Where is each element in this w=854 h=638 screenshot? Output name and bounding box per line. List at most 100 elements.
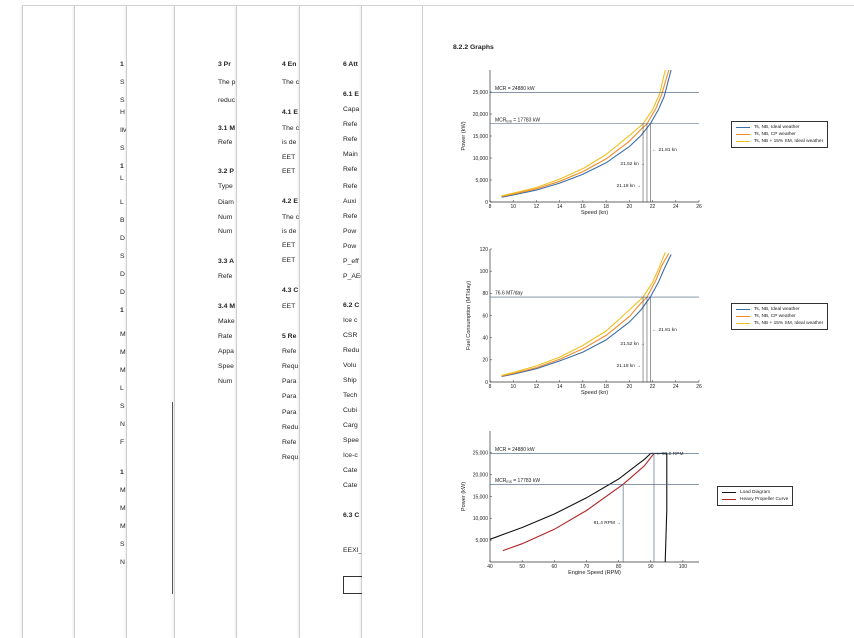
page-text-fragment: Cate — [343, 482, 358, 489]
page-text-fragment: The p — [218, 79, 236, 86]
page-text-fragment: EET — [282, 154, 296, 161]
page-text-fragment: 1 — [120, 61, 124, 68]
page-text-fragment: Appa — [218, 348, 234, 355]
page-text-fragment: M — [120, 523, 126, 530]
page-text-fragment: D — [120, 235, 125, 242]
legend-load-diagram: Load Diagram Heavy Propeller Curve — [717, 486, 794, 506]
page-text-fragment: Ice-c — [343, 452, 358, 459]
page-text-fragment: S — [120, 403, 125, 410]
page-text-fragment: 3 Pr — [218, 61, 231, 68]
page-text-fragment: is de — [282, 228, 297, 235]
page-text-fragment: EEXI_ref — [343, 547, 362, 554]
page-text-fragment: L — [120, 199, 124, 206]
page-text-fragment: 6.1 E — [343, 91, 359, 98]
page-text-fragment: Main — [343, 151, 358, 158]
page-text-fragment: Refe — [343, 121, 358, 128]
page-text-fragment: S — [120, 145, 125, 152]
page-text-fragment: M — [120, 331, 126, 338]
page-text-fragment: Pow — [343, 228, 357, 235]
page-text-fragment: N — [120, 421, 125, 428]
page-text-fragment: M — [120, 349, 126, 356]
page-text-fragment: Refe — [218, 139, 233, 146]
page-text-fragment: 4.1 E — [282, 109, 298, 116]
page-text-fragment: Refe — [343, 183, 358, 190]
page-text-fragment: M — [120, 487, 126, 494]
page-text-fragment: 3.4 M — [218, 303, 235, 310]
page-pane-5[interactable]: 6 Att 6.1 E Capa Refe Refe Main Refe Refe Auxi Re… — [299, 6, 362, 638]
page-text-fragment: is de — [282, 139, 297, 146]
legend-entry: Ts, NB, Ideal weather — [736, 124, 823, 131]
page-text-fragment: Redu — [343, 347, 360, 354]
page-text-fragment: Carg — [343, 422, 358, 429]
page-text-fragment: 1 — [120, 307, 124, 314]
legend-swatch — [722, 498, 736, 501]
page-pane-1[interactable]: 1 S S H IM S 1 L L B D S D D 1 M M M L S N F 1 M M M S N — [74, 6, 127, 638]
legend-entry: Heavy Propeller Curve — [722, 496, 788, 503]
page-text-fragment: Spee — [343, 437, 359, 444]
page-text-fragment: CSR — [343, 332, 358, 339]
page-text-fragment: 3.2 P — [218, 168, 234, 175]
page-text-fragment: Refe — [282, 348, 297, 355]
page-text-fragment: EET — [282, 257, 296, 264]
legend-entry: Ts, NB + 15% SM, Ideal weather — [736, 138, 823, 145]
legend-label: Load Diagram — [740, 490, 771, 495]
page-text-fragment: Num — [218, 214, 233, 221]
legend-swatch — [736, 315, 750, 318]
legend-label: Ts, NB + 15% SM, Ideal weather — [754, 139, 824, 144]
page-text-fragment: EET — [282, 242, 296, 249]
page-text-fragment: L — [120, 385, 124, 392]
page-pane-4[interactable]: 4 En The c 4.1 E The c is de EET EET 4.2 E The c… — [236, 6, 300, 638]
page-text-fragment: Redu — [282, 424, 299, 431]
page-pane-3[interactable]: 3 Pr The p reduc 3.1 M Refe 3.2 P Type Diam Num N… — [174, 6, 237, 638]
page-text-fragment: Cate — [343, 467, 358, 474]
page-text-fragment: 6 Att — [343, 61, 358, 68]
page-text-fragment: Rate — [218, 333, 233, 340]
legend-label: Ts, NB, CP weather — [754, 132, 796, 137]
page-text-fragment: Refe — [343, 166, 358, 173]
legend-label: Ts, NB, Ideal weather — [754, 125, 800, 130]
legend-swatch — [736, 126, 750, 129]
page-text-fragment: Para — [282, 378, 297, 385]
page-text-fragment: 1 — [120, 469, 124, 476]
page-text-fragment: Spee — [218, 363, 234, 370]
legend-label: Ts, NB, Ideal weather — [754, 307, 800, 312]
top-border — [22, 5, 854, 6]
page-text-fragment: Pow — [343, 243, 357, 250]
page-text-fragment: Num — [218, 228, 233, 235]
page-rule-line — [172, 402, 173, 594]
page-text-fragment: Refe — [218, 273, 233, 280]
page-text-fragment: Ice c — [343, 317, 358, 324]
page-text-fragment: N — [120, 559, 125, 566]
page-text-fragment: Ship — [343, 377, 357, 384]
page-pane-blank[interactable] — [22, 6, 75, 638]
legend-swatch — [722, 491, 736, 494]
page-pane-2[interactable] — [126, 6, 175, 638]
page-text-fragment: The c — [282, 79, 299, 86]
page-text-fragment: Para — [282, 393, 297, 400]
page-text-fragment: IM — [120, 127, 127, 134]
legend-entry: Ts, NB, CP weather — [736, 313, 823, 320]
page-text-fragment: 3.3 A — [218, 258, 234, 265]
page-text-fragment: EET — [282, 168, 296, 175]
page-text-fragment: Diam — [218, 199, 234, 206]
page-text-fragment: F — [120, 439, 125, 446]
legend-entry: Ts, NB, CP weather — [736, 131, 823, 138]
page-text-fragment: L — [120, 175, 124, 182]
page-text-fragment: P_eff — [343, 258, 359, 265]
legend-entry: Load Diagram — [722, 489, 788, 496]
page-text-fragment: S — [120, 541, 125, 548]
page-text-fragment: 3.1 M — [218, 125, 235, 132]
page-text-fragment: S — [120, 253, 125, 260]
legend-swatch — [736, 133, 750, 136]
page-text-fragment: M — [120, 505, 126, 512]
page-text-fragment: Cubi — [343, 407, 357, 414]
page-text-fragment: 5 Re — [282, 333, 297, 340]
page-text-fragment: 1 — [120, 163, 124, 170]
page-text-fragment: D — [120, 289, 125, 296]
legend-power-speed: Ts, NB, Ideal weather Ts, NB, CP weather T… — [731, 121, 829, 148]
page-text-fragment: Type — [218, 183, 233, 190]
page-text-fragment: 4 En — [282, 61, 297, 68]
legend-label: Ts, NB + 15% SM, Ideal weather — [754, 321, 824, 326]
page-pane-6[interactable] — [361, 6, 423, 638]
legend-swatch — [736, 140, 750, 143]
